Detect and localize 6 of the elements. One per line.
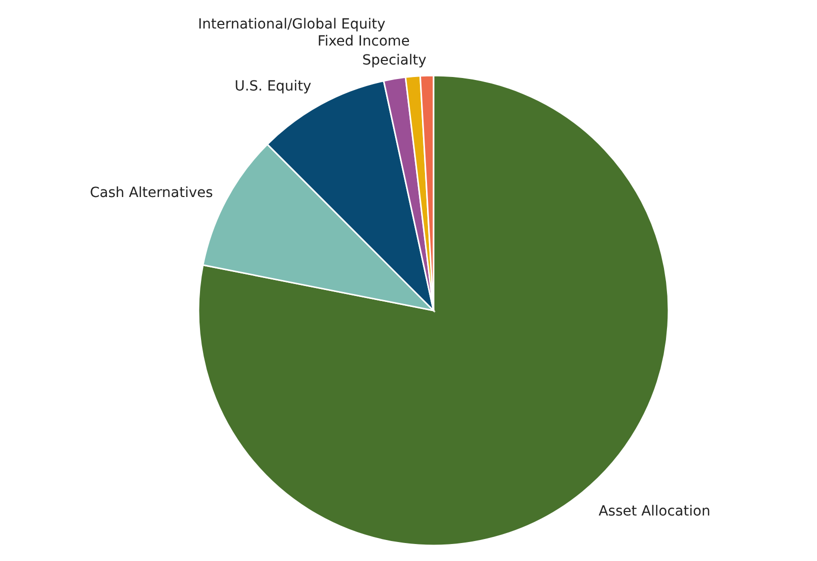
slice-label: U.S. Equity	[234, 78, 312, 95]
slice-label: Asset Allocation	[598, 503, 710, 520]
slice-label: Cash Alternatives	[90, 184, 213, 201]
slice-label: International/Global Equity	[198, 16, 386, 33]
slice-label: Specialty	[362, 52, 426, 69]
slice-label: Fixed Income	[318, 34, 410, 50]
